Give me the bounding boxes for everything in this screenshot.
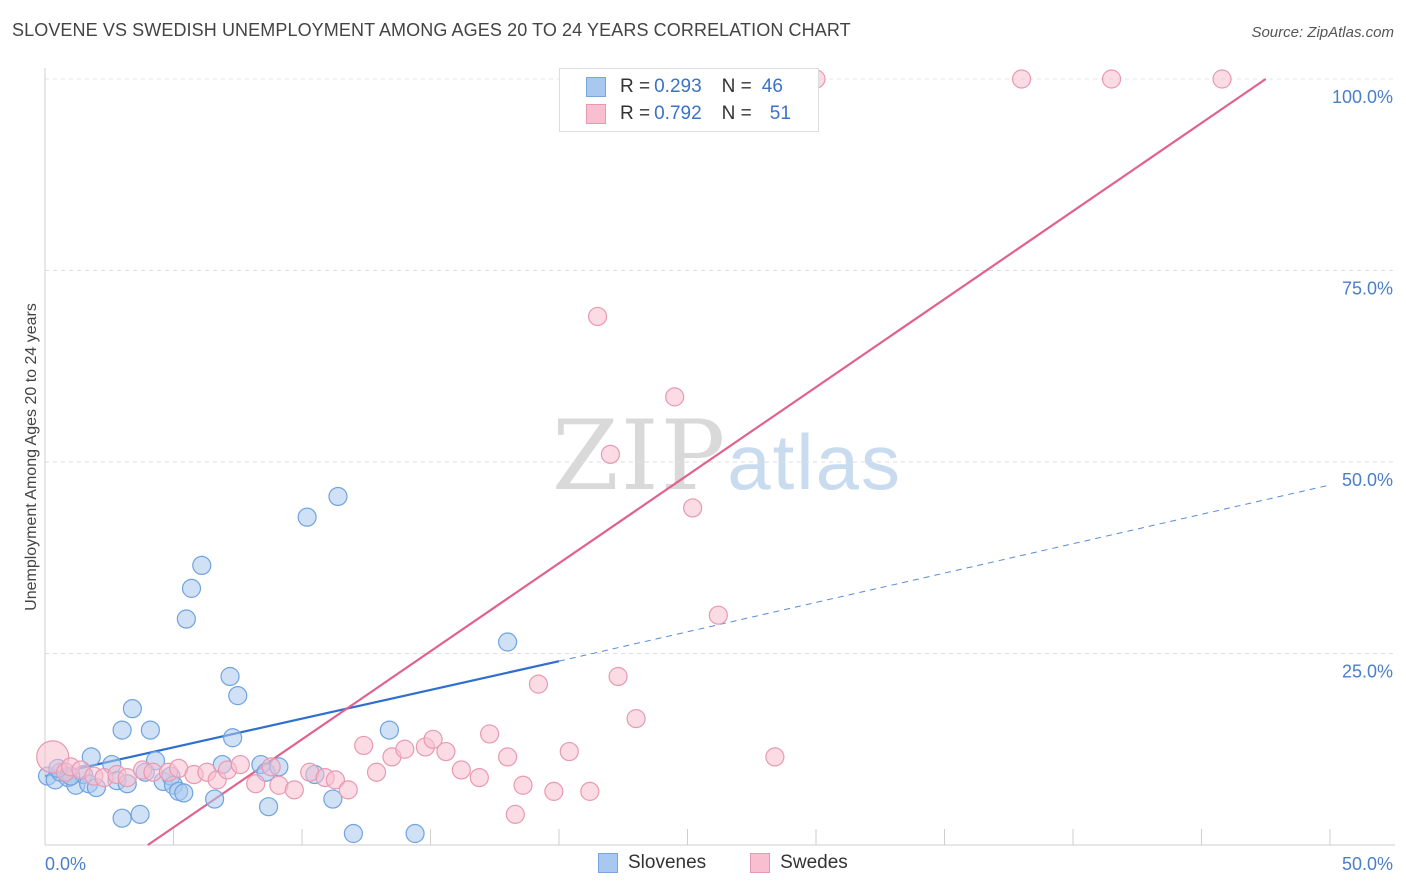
point-slovenes	[223, 728, 243, 748]
point-slovenes	[140, 720, 160, 740]
point-slovenes	[328, 486, 348, 507]
point-swedes	[600, 444, 621, 464]
data-points	[36, 69, 1232, 844]
point-swedes	[230, 754, 250, 775]
point-slovenes	[297, 507, 317, 527]
trend-line-slovenes	[44, 660, 560, 778]
legend-n-label: N =	[721, 103, 752, 124]
point-swedes	[544, 781, 564, 801]
chart-title: SLOVENE VS SWEDISH UNEMPLOYMENT AMONG AG…	[12, 20, 851, 40]
axis-labels: 100.0% 75.0% 50.0% 25.0% 0.0% 50.0% Unemployme…	[23, 87, 1393, 874]
legend-r-label: R =	[620, 103, 651, 124]
point-slovenes	[228, 686, 248, 706]
point-swedes	[580, 781, 600, 801]
point-swedes	[513, 775, 533, 795]
point-swedes	[665, 387, 685, 407]
point-swedes	[626, 709, 646, 729]
point-swedes	[117, 767, 137, 788]
series-legend-slovenes[interactable]: Slovenes	[598, 852, 706, 874]
point-swedes	[480, 724, 500, 744]
point-swedes	[528, 674, 549, 694]
grid-lines	[45, 78, 1395, 654]
point-swedes	[608, 666, 628, 687]
point-slovenes	[81, 747, 101, 767]
point-swedes	[366, 762, 387, 782]
point-slovenes	[192, 555, 212, 576]
trend-line-swedes	[147, 78, 1267, 846]
point-slovenes	[205, 789, 225, 809]
series-legend: Slovenes Swedes	[598, 852, 892, 874]
point-swedes	[505, 804, 525, 824]
point-slovenes	[405, 823, 425, 844]
point-swedes	[498, 747, 518, 767]
axes	[44, 68, 1395, 846]
legend-n-label: N =	[721, 76, 752, 97]
legend-n-value: 51	[769, 103, 791, 124]
point-slovenes	[343, 823, 363, 844]
point-swedes	[261, 757, 281, 777]
point-slovenes	[220, 666, 240, 687]
legend-swatch-swedes	[586, 104, 606, 124]
y-tick-label: 100.0%	[1332, 87, 1393, 107]
series-swatch-slovenes	[598, 853, 618, 873]
legend-row-swedes: R = 0.792 N = 51	[586, 101, 791, 127]
point-swedes	[436, 741, 456, 762]
y-tick-label: 50.0%	[1342, 470, 1393, 490]
series-legend-swedes[interactable]: Swedes	[750, 852, 848, 874]
point-swedes	[284, 780, 304, 800]
point-slovenes	[323, 789, 343, 809]
point-swedes	[559, 741, 579, 762]
legend-r-label: R =	[620, 76, 651, 97]
point-swedes	[765, 747, 785, 767]
x-tick-label-max: 50.0%	[1342, 854, 1393, 874]
series-label-swedes: Swedes	[780, 852, 848, 873]
point-slovenes	[112, 808, 132, 828]
point-swedes	[587, 306, 608, 327]
point-swedes	[246, 774, 266, 794]
point-swedes	[354, 735, 374, 756]
point-slovenes	[122, 699, 142, 719]
point-slovenes	[181, 578, 202, 598]
point-slovenes	[379, 720, 399, 740]
point-slovenes	[112, 720, 132, 740]
point-swedes	[1101, 69, 1122, 89]
y-tick-label: 25.0%	[1342, 662, 1393, 682]
point-swedes	[1212, 69, 1232, 89]
y-axis-title: Unemployment Among Ages 20 to 24 years	[23, 303, 40, 611]
point-swedes	[1011, 69, 1032, 89]
legend-swatch-slovenes	[586, 77, 606, 97]
trend-extension-slovenes	[558, 484, 1331, 662]
point-swedes	[395, 739, 415, 759]
point-swedes	[451, 760, 471, 780]
series-swatch-swedes	[750, 853, 771, 873]
legend-r-value: 0.792	[654, 103, 702, 124]
legend-row-slovenes: R = 0.293 N = 46	[586, 74, 783, 100]
point-slovenes	[174, 783, 194, 803]
point-slovenes	[498, 632, 518, 652]
point-swedes	[683, 498, 703, 518]
trend-lines	[44, 78, 1331, 846]
point-swedes	[708, 605, 728, 625]
watermark-zip: ZIP	[552, 400, 728, 512]
x-tick-label-min: 0.0%	[45, 854, 86, 874]
legend-r-value: 0.293	[654, 76, 702, 97]
point-swedes	[325, 770, 346, 790]
point-swedes	[469, 767, 489, 788]
correlation-legend: R = 0.293 N = 46 R = 0.792 N = 51	[559, 68, 819, 132]
series-label-slovenes: Slovenes	[628, 852, 707, 873]
legend-n-value: 46	[761, 76, 783, 97]
point-swedes	[338, 780, 358, 800]
point-slovenes	[176, 609, 196, 629]
point-slovenes	[258, 797, 279, 817]
point-slovenes	[130, 804, 150, 824]
y-tick-label: 75.0%	[1342, 279, 1393, 299]
point-swedes	[423, 729, 443, 749]
source-credit: Source: ZipAtlas.com	[1251, 24, 1394, 41]
